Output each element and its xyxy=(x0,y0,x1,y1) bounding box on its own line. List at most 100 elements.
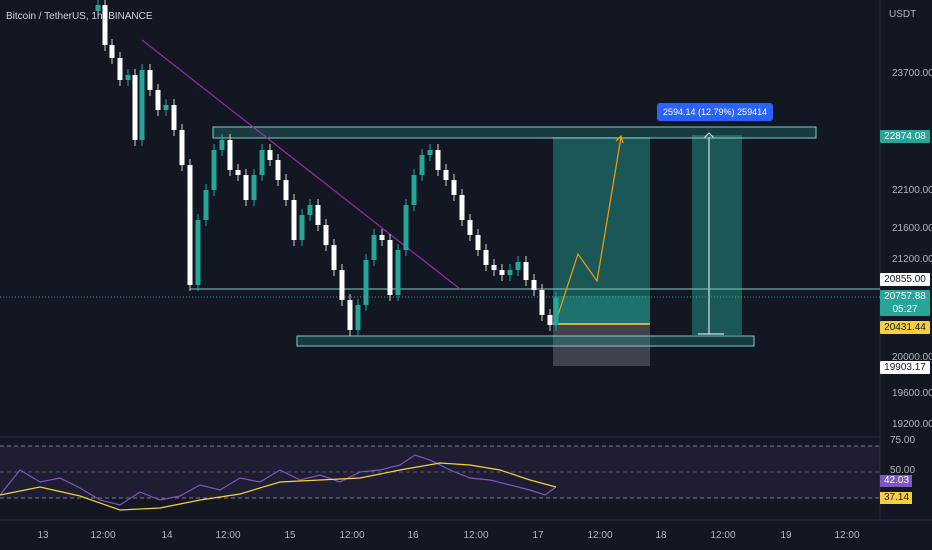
candle-body xyxy=(459,195,465,220)
rsi-ma-badge: 37.14 xyxy=(880,492,912,504)
level-price-badge: 20855.00 xyxy=(880,273,930,286)
candle-body xyxy=(523,262,529,280)
candle-body xyxy=(259,150,265,175)
current-price-badge: 20757.88 xyxy=(880,290,930,303)
profit-zone-lower xyxy=(553,296,650,324)
measure-arrow-head xyxy=(703,132,715,139)
time-tick: 17 xyxy=(532,530,544,541)
candle-body xyxy=(331,245,337,270)
candle-body xyxy=(251,175,257,200)
candle-body xyxy=(403,205,409,250)
time-tick: 18 xyxy=(655,530,667,541)
candle-body xyxy=(435,150,441,170)
time-tick: 12:00 xyxy=(710,530,736,541)
candle-body xyxy=(187,165,193,285)
candle-body xyxy=(125,75,131,80)
candle-body xyxy=(283,180,289,200)
candle-body xyxy=(443,170,449,180)
candle-body xyxy=(547,315,553,325)
candle-body xyxy=(387,240,393,295)
candle-body xyxy=(427,150,433,155)
candle-body xyxy=(553,298,559,325)
partial-price-label: 20000.00 xyxy=(892,352,932,363)
candle-body xyxy=(475,235,481,250)
candle-body xyxy=(147,70,153,90)
candle-body xyxy=(499,270,505,275)
candle-body xyxy=(411,175,417,205)
candle-body xyxy=(211,150,217,190)
candles xyxy=(95,0,559,336)
time-tick: 15 xyxy=(284,530,296,541)
rsi-lines xyxy=(0,454,557,511)
time-tick: 12:00 xyxy=(834,530,860,541)
time-tick: 13 xyxy=(37,530,49,541)
candle-body xyxy=(109,45,115,58)
candle-body xyxy=(171,105,177,130)
price-tick: 19200.00 xyxy=(892,419,932,430)
time-tick: 12:00 xyxy=(463,530,489,541)
projected-path-arrow xyxy=(615,134,624,144)
target-zone[interactable] xyxy=(553,137,650,324)
measure-label[interactable]: 2594.14 (12.79%) 259414 xyxy=(657,103,774,121)
rsi-level-label: 50.00 xyxy=(890,465,916,476)
price-tick: 22100.00 xyxy=(892,185,932,196)
time-tick: 14 xyxy=(161,530,173,541)
stop-zone[interactable] xyxy=(553,324,650,366)
candle-body xyxy=(195,220,201,285)
entry-price-badge: 20431.44 xyxy=(880,321,930,334)
candle-body xyxy=(179,130,185,165)
time-tick: 12:00 xyxy=(339,530,365,541)
candle-body xyxy=(163,105,169,110)
candle-body xyxy=(203,190,209,220)
candle-body xyxy=(363,260,369,305)
price-tick: 23700.00 xyxy=(892,68,932,79)
candle-body xyxy=(371,235,377,260)
candle-body xyxy=(539,290,545,315)
candle-body xyxy=(139,70,145,140)
candle-body xyxy=(395,250,401,295)
candle-body xyxy=(315,205,321,225)
rsi-ma-line xyxy=(0,462,557,511)
support-box[interactable] xyxy=(296,335,755,347)
rsi-line xyxy=(0,454,557,506)
price-tick: 21600.00 xyxy=(892,223,932,234)
candle-body xyxy=(483,250,489,265)
candle-body xyxy=(243,175,249,200)
candle-body xyxy=(379,235,385,240)
time-tick: 19 xyxy=(780,530,792,541)
candle-body xyxy=(355,305,361,330)
candle-body xyxy=(507,270,513,275)
candle-body xyxy=(102,5,108,45)
candle-body xyxy=(155,90,161,110)
candle-body xyxy=(95,5,101,11)
rsi-level-label: 75.00 xyxy=(890,435,916,446)
time-tick: 12:00 xyxy=(215,530,241,541)
rsi-band xyxy=(0,446,880,498)
candle-body xyxy=(299,215,305,240)
candle-body xyxy=(467,220,473,235)
resistance-box[interactable] xyxy=(212,126,817,139)
rsi-value-badge: 42.03 xyxy=(880,475,912,487)
candle-body xyxy=(117,58,123,80)
time-tick: 12:00 xyxy=(90,530,116,541)
candle-body xyxy=(219,140,225,150)
target-price-badge: 22874.08 xyxy=(880,130,930,143)
candle-body xyxy=(275,160,281,180)
chart-title[interactable]: Bitcoin / TetherUS, 1h, BINANCE xyxy=(6,11,153,22)
countdown-badge: 05:27 xyxy=(880,303,930,316)
candle-body xyxy=(323,225,329,245)
candle-body xyxy=(291,200,297,240)
candle-body xyxy=(339,270,345,300)
currency-label[interactable]: USDT xyxy=(889,9,917,20)
stop-price-badge: 19903.17 xyxy=(880,361,930,374)
price-tick: 19600.00 xyxy=(892,388,932,399)
candle-body xyxy=(235,170,241,175)
price-tick: 21200.00 xyxy=(892,254,932,265)
candle-body xyxy=(491,265,497,270)
candle-body xyxy=(531,280,537,290)
candle-body xyxy=(419,155,425,175)
measure-zone[interactable] xyxy=(692,135,742,335)
projected-path[interactable] xyxy=(555,136,622,322)
